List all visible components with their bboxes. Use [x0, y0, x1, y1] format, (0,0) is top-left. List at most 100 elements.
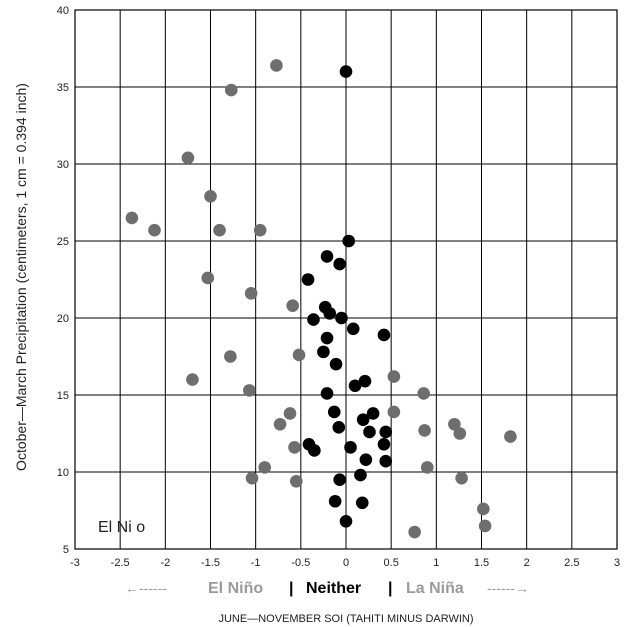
- y-tick-label: 10: [57, 467, 69, 479]
- neither-point: [339, 65, 353, 78]
- annotation-label: El Ni o: [98, 519, 145, 536]
- neither-point: [320, 331, 334, 345]
- plot-frame: [74, 9, 618, 550]
- enso-point: [504, 430, 517, 443]
- y-tick-label: 5: [63, 544, 69, 556]
- enso-point: [204, 190, 217, 203]
- neither-point: [332, 421, 346, 434]
- enso-point: [148, 223, 161, 237]
- la-nina-label: La Niña: [406, 580, 464, 597]
- y-tick-label: 25: [57, 236, 69, 248]
- neither-point: [358, 374, 372, 388]
- x-tick-label: -0.5: [291, 557, 310, 569]
- enso-point: [125, 211, 139, 225]
- neither-label: Neither: [306, 580, 361, 597]
- enso-point: [181, 151, 195, 165]
- neither-point: [377, 328, 391, 342]
- enso-point: [478, 519, 492, 533]
- neither-point: [377, 437, 391, 451]
- enso-point: [224, 83, 238, 97]
- enso-point: [243, 384, 256, 397]
- neither-point: [333, 473, 346, 487]
- x-tick-label: 2.5: [564, 557, 579, 569]
- left-arrow: ←------: [125, 580, 167, 596]
- neither-point: [335, 311, 348, 325]
- neither-point: [363, 425, 376, 439]
- y-tick-labels: 5 10 15 20 25 30 35 40: [57, 5, 69, 556]
- enso-point: [258, 461, 272, 474]
- separator-left: |: [289, 580, 293, 597]
- enso-point: [286, 299, 300, 312]
- neither-point: [379, 425, 393, 439]
- neither-point: [348, 379, 362, 393]
- x-tick-label: 3: [614, 557, 620, 569]
- neither-point: [366, 407, 380, 420]
- neither-point: [317, 345, 330, 359]
- grid: [75, 10, 617, 549]
- right-arrow: ------→: [487, 580, 529, 596]
- x-tick-label: 2: [524, 557, 530, 569]
- neither-point: [356, 413, 370, 426]
- neither-point: [333, 257, 346, 271]
- enso-point: [453, 427, 467, 440]
- enso-point: [244, 287, 258, 300]
- enso-point: [477, 502, 490, 516]
- neither-point: [329, 357, 343, 371]
- enso-point: [224, 350, 237, 363]
- el-nino-label: El Niño: [208, 580, 263, 597]
- neither-point: [320, 387, 334, 400]
- x-tick-label: 0: [343, 557, 349, 569]
- enso-point: [292, 348, 306, 362]
- x-tick-label: -1: [251, 557, 261, 569]
- y-axis-label: October—March Precipitation (centimeters…: [13, 83, 29, 471]
- neither-point: [323, 307, 337, 320]
- neither-point: [359, 453, 373, 466]
- enso-point: [417, 387, 430, 400]
- neither-point: [320, 250, 334, 263]
- enso-point: [245, 471, 259, 485]
- enso-point: [270, 59, 283, 72]
- neither-point: [307, 313, 320, 326]
- x-tick-label: 0.5: [384, 557, 399, 569]
- neither-point: [355, 496, 369, 510]
- enso-point: [421, 461, 434, 474]
- neither-point: [342, 234, 356, 248]
- neither-point: [327, 405, 341, 419]
- enso-point: [283, 407, 297, 420]
- y-tick-label: 30: [57, 159, 69, 171]
- x-tick-label: -3: [70, 557, 80, 569]
- x-tick-label: 1.5: [474, 557, 489, 569]
- separator-right: |: [388, 580, 392, 597]
- neither-point: [344, 441, 357, 454]
- neither-point: [339, 514, 353, 528]
- x-tick-label: -2.5: [111, 557, 130, 569]
- neither-point: [328, 494, 342, 508]
- enso-point: [201, 271, 215, 285]
- y-tick-label: 15: [57, 390, 69, 402]
- enso-point: [288, 441, 301, 454]
- y-tick-label: 40: [57, 5, 69, 17]
- enso-point: [186, 373, 199, 386]
- enso-point: [408, 525, 421, 539]
- x-axis-label: JUNE—NOVEMBER SOI (TAHITI MINUS DARWIN): [218, 613, 473, 625]
- neither-point: [308, 444, 321, 457]
- enso-point: [273, 417, 287, 431]
- x-tick-label: -2: [160, 557, 170, 569]
- enso-point: [213, 223, 226, 237]
- y-tick-label: 20: [57, 313, 69, 325]
- neither-point: [379, 454, 393, 468]
- enso-point: [448, 417, 461, 431]
- neither-point: [346, 322, 360, 336]
- enso-point: [455, 471, 468, 485]
- neither-point: [301, 273, 315, 286]
- enso-point: [387, 405, 401, 419]
- category-bar: ←------ El Niño | Neither | La Niña ----…: [125, 580, 529, 597]
- data-points: [125, 59, 517, 539]
- enso-point: [387, 370, 401, 383]
- neither-point: [354, 468, 367, 482]
- y-tick-label: 35: [57, 82, 69, 94]
- x-tick-label: -1.5: [201, 557, 220, 569]
- enso-point: [253, 223, 267, 237]
- enso-point: [290, 474, 303, 488]
